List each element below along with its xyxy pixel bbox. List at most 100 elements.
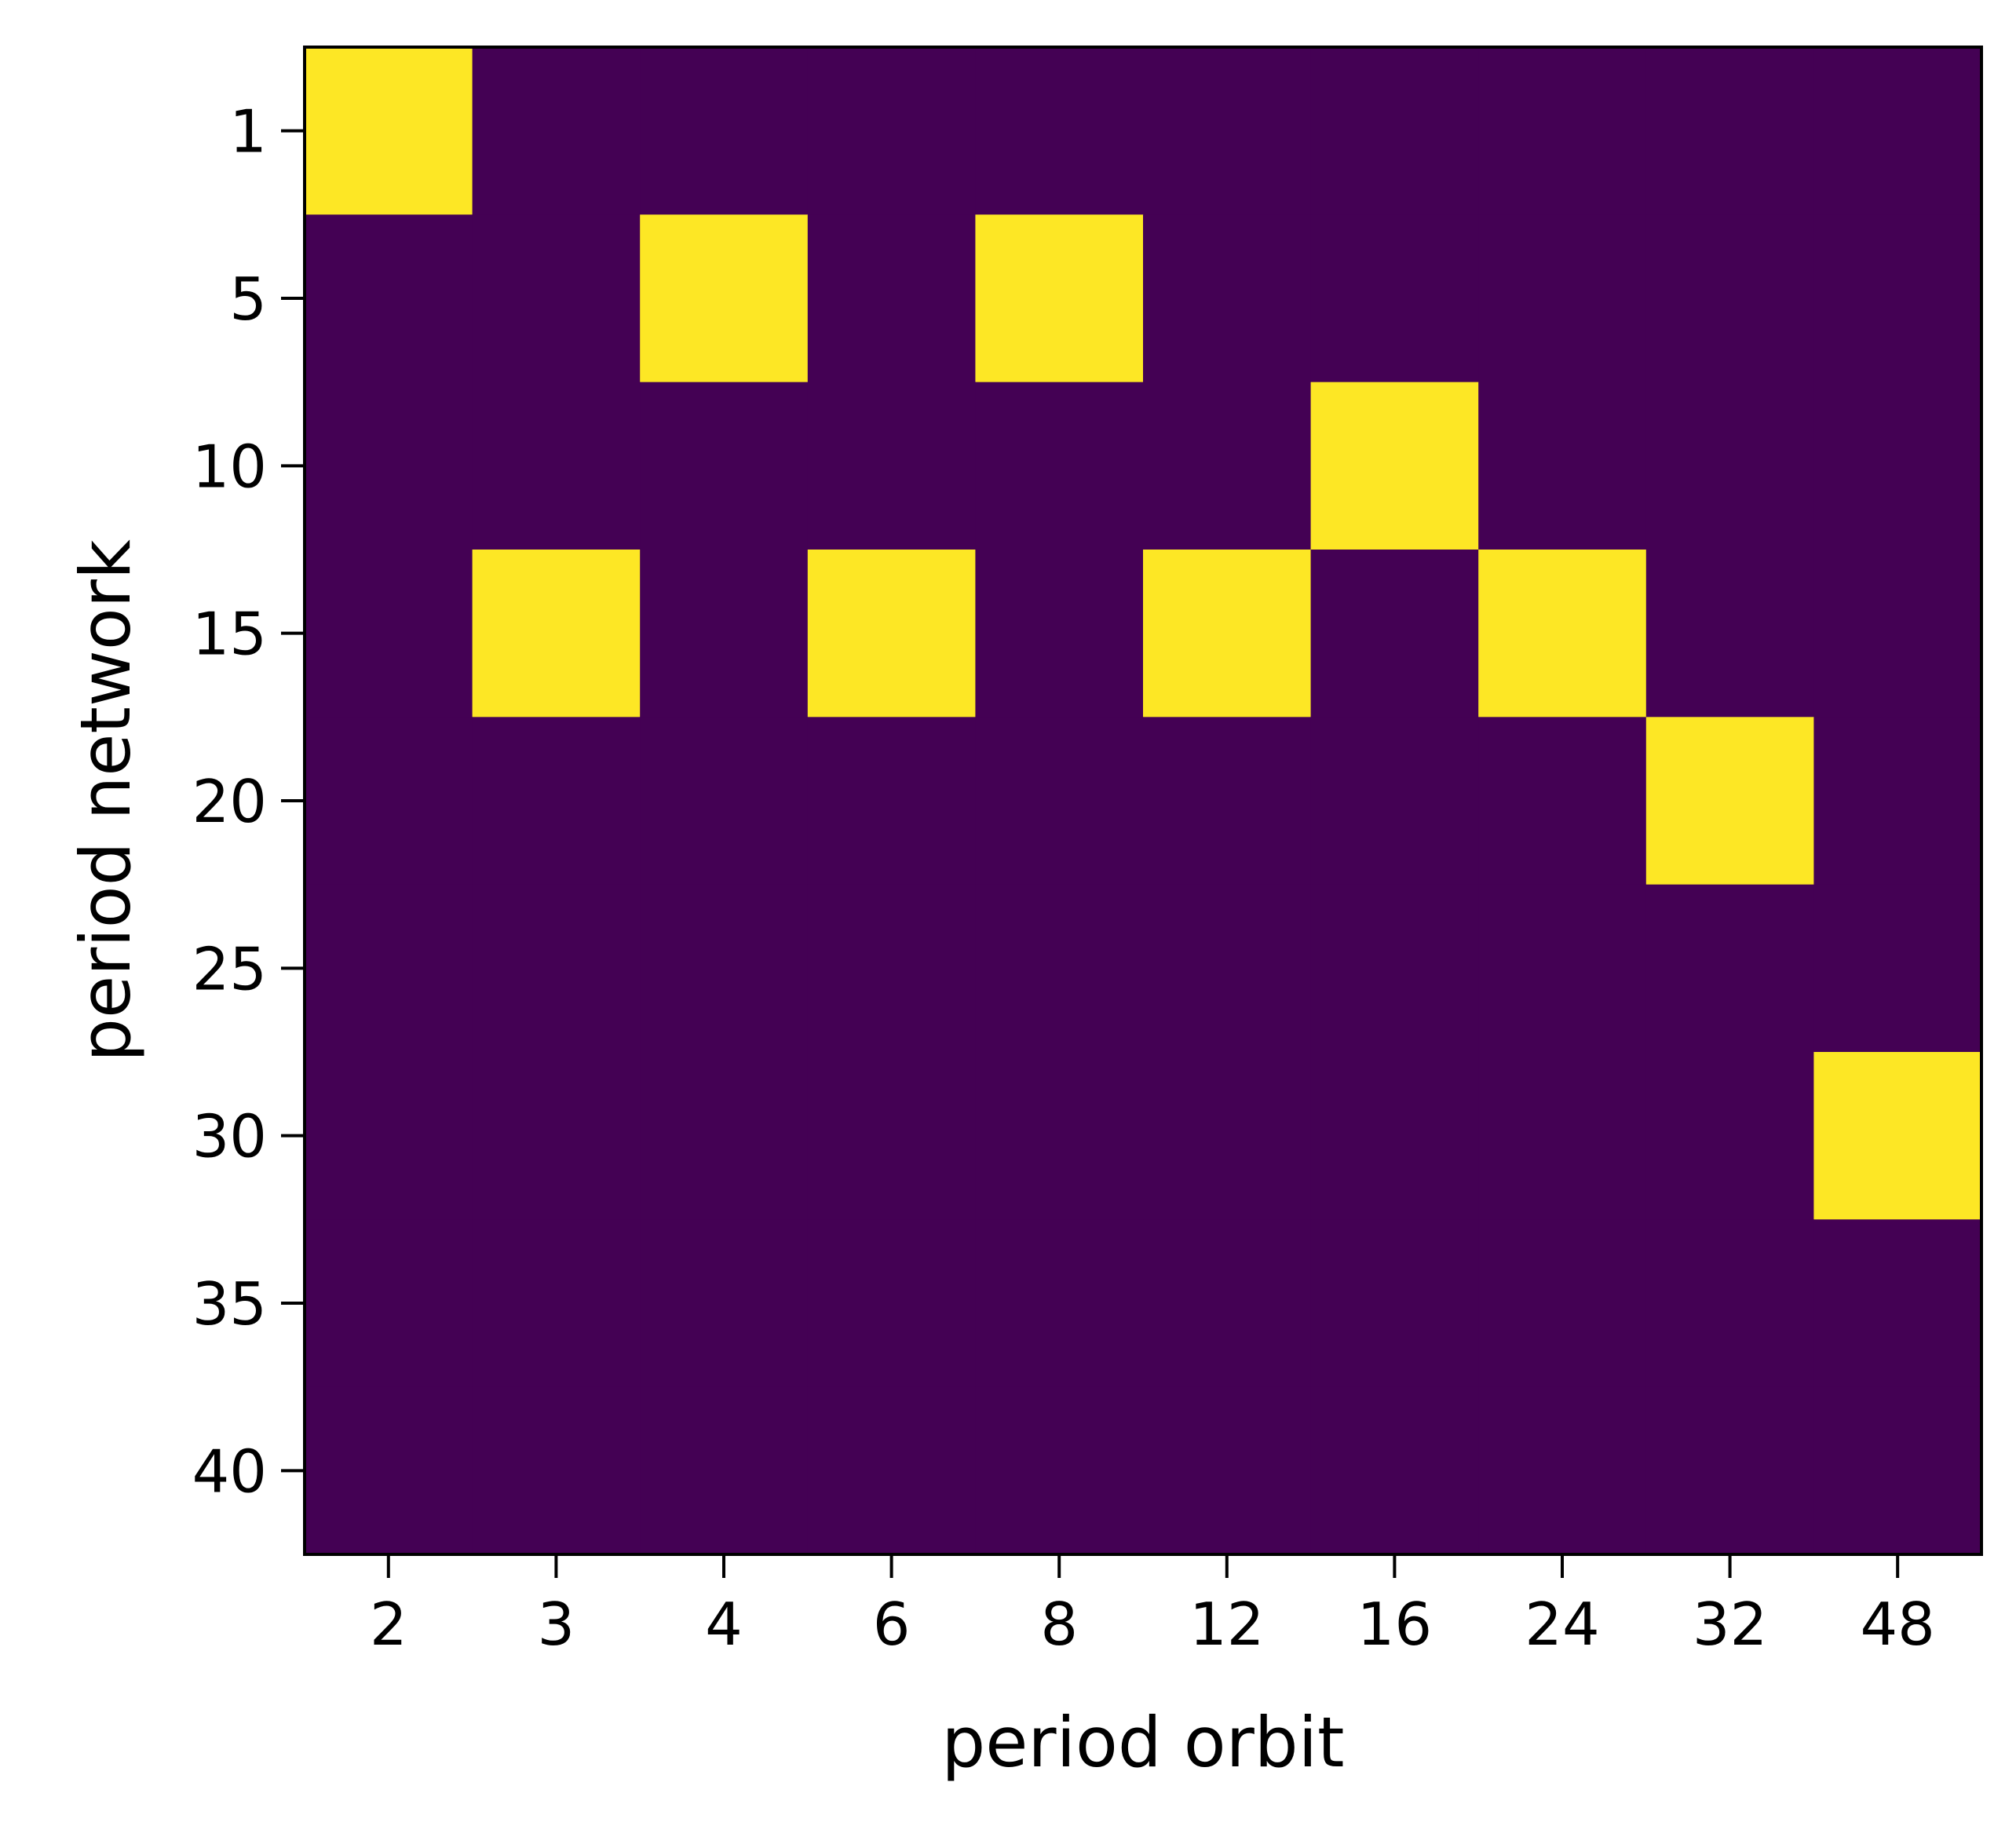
heatmap-cell: [1813, 1052, 1982, 1220]
heatmap-cell: [975, 214, 1144, 383]
heatmap-cell: [1478, 884, 1647, 1053]
heatmap-cell: [640, 47, 809, 215]
heatmap-cell: [807, 1052, 976, 1220]
heatmap-cell: [472, 1219, 641, 1388]
heatmap-cell: [1310, 1052, 1479, 1220]
heatmap-cell: [305, 884, 473, 1053]
heatmap-cell: [807, 47, 976, 215]
x-tick-label: 4: [705, 1590, 743, 1659]
heatmap-cell: [807, 214, 976, 383]
heatmap-cell: [1813, 550, 1982, 718]
heatmap-cell: [1143, 884, 1312, 1053]
heatmap-cell: [1478, 214, 1647, 383]
heatmap-cell: [1143, 550, 1312, 718]
heatmap-cell: [1310, 717, 1479, 886]
heatmap-cell: [640, 884, 809, 1053]
heatmap-cell: [472, 550, 641, 718]
heatmap-cell: [472, 214, 641, 383]
heatmap-cell: [807, 717, 976, 886]
heatmap-cell: [640, 382, 809, 550]
heatmap-cell: [1645, 550, 1814, 718]
x-tick-label: 24: [1525, 1590, 1599, 1659]
heatmap-cell: [1813, 1386, 1982, 1555]
heatmap-cell: [1310, 550, 1479, 718]
heatmap-cell: [1310, 884, 1479, 1053]
heatmap-cell: [1143, 214, 1312, 383]
heatmap-cell: [640, 1219, 809, 1388]
heatmap-cell: [1478, 717, 1647, 886]
heatmap-cell: [1310, 382, 1479, 550]
x-tick-label: 6: [873, 1590, 911, 1659]
heatmap-cell: [975, 1052, 1144, 1220]
heatmap-cell: [1478, 1386, 1647, 1555]
heatmap-cell: [807, 550, 976, 718]
y-tick-label: 20: [192, 767, 267, 836]
heatmap-cell: [807, 382, 976, 550]
y-tick-label: 25: [192, 934, 267, 1003]
heatmap-cell: [472, 47, 641, 215]
heatmap-cell: [1478, 382, 1647, 550]
heatmap-cell: [1478, 47, 1647, 215]
x-tick-label: 3: [538, 1590, 575, 1659]
x-tick-label: 48: [1860, 1590, 1934, 1659]
y-tick-label: 10: [192, 432, 267, 501]
heatmap-cell: [1813, 47, 1982, 215]
heatmap-cell: [305, 550, 473, 718]
heatmap-cell: [1143, 1386, 1312, 1555]
heatmap-cell: [1813, 884, 1982, 1053]
heatmap-cell: [1645, 717, 1814, 886]
x-axis-ticks: 2 3 4 6 8 12 16 24 32 48: [370, 1554, 1935, 1659]
y-tick-label: 30: [192, 1102, 267, 1171]
heatmap-cell: [1310, 1219, 1479, 1388]
heatmap-cell: [305, 382, 473, 550]
heatmap-cell: [975, 884, 1144, 1053]
y-tick-label: 1: [229, 97, 267, 166]
heatmap-cell: [305, 717, 473, 886]
heatmap-cell: [1813, 214, 1982, 383]
heatmap-cell: [1478, 1052, 1647, 1220]
heatmap-cell: [1478, 550, 1647, 718]
heatmap-cell: [472, 717, 641, 886]
heatmap-cell: [640, 1052, 809, 1220]
heatmap-cell: [1645, 382, 1814, 550]
heatmap-cell: [305, 47, 473, 215]
y-tick-label: 40: [192, 1437, 267, 1506]
heatmap-cell: [640, 717, 809, 886]
heatmap-cell: [1310, 214, 1479, 383]
heatmap-cell: [305, 1386, 473, 1555]
heatmap-cell: [975, 382, 1144, 550]
heatmap-cell: [472, 382, 641, 550]
x-axis-label: period orbit: [941, 1702, 1344, 1783]
heatmap-cell: [1645, 884, 1814, 1053]
x-tick-label: 12: [1189, 1590, 1264, 1659]
heatmap-cell: [472, 884, 641, 1053]
x-tick-label: 8: [1040, 1590, 1078, 1659]
heatmap-cell: [1478, 1219, 1647, 1388]
heatmap-cell: [1143, 717, 1312, 886]
y-tick-label: 35: [192, 1269, 267, 1338]
heatmap-cell: [975, 1386, 1144, 1555]
heatmap-cell: [807, 1386, 976, 1555]
heatmap-cell: [1645, 214, 1814, 383]
heatmap-cell: [305, 1219, 473, 1388]
heatmap-cell: [640, 214, 809, 383]
heatmap-cell: [1813, 382, 1982, 550]
heatmap-cell: [1645, 1052, 1814, 1220]
heatmap-cell: [975, 717, 1144, 886]
heatmap-cell: [1813, 717, 1982, 886]
heatmap-cell: [640, 1386, 809, 1555]
heatmap-cell: [1813, 1219, 1982, 1388]
heatmap-cell: [1645, 1219, 1814, 1388]
heatmap-cell: [1645, 1386, 1814, 1555]
x-tick-label: 16: [1357, 1590, 1432, 1659]
heatmap-cell: [975, 1219, 1144, 1388]
heatmap-cell: [1143, 1052, 1312, 1220]
heatmap-cell: [472, 1052, 641, 1220]
heatmap-cell: [1645, 47, 1814, 215]
heatmap-cell: [305, 1052, 473, 1220]
heatmap-cell: [472, 1386, 641, 1555]
heatmap-cell: [975, 47, 1144, 215]
y-tick-label: 5: [229, 265, 267, 334]
